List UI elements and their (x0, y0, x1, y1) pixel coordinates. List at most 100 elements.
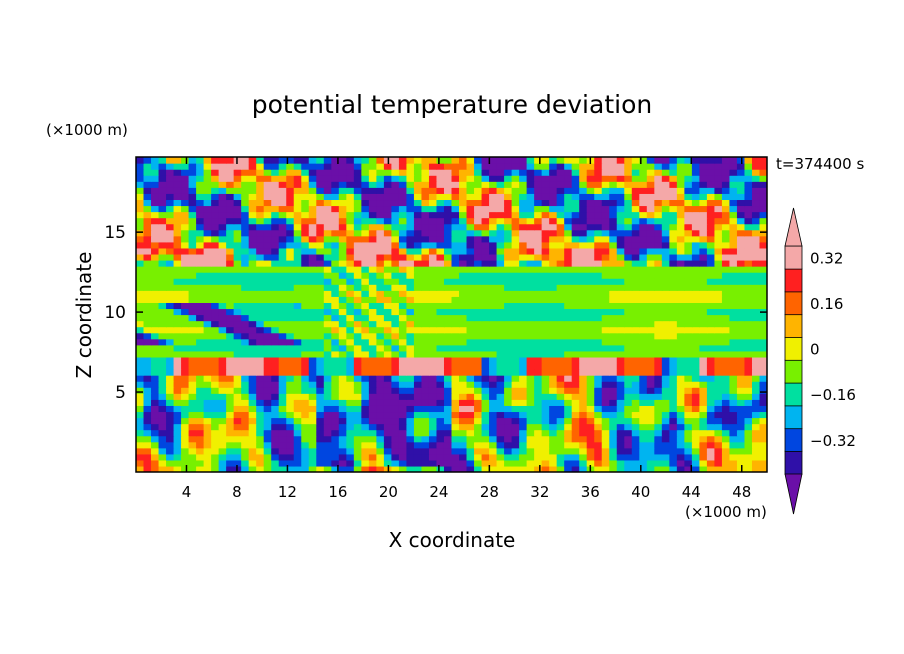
field-cell (196, 302, 205, 310)
field-cell (714, 465, 723, 472)
field-cell (158, 266, 167, 273)
field-cell (594, 211, 603, 219)
field-cell (466, 429, 475, 437)
field-cell (338, 447, 347, 455)
field-cell (654, 253, 663, 261)
field-cell (646, 381, 655, 388)
field-cell (316, 465, 325, 472)
field-cell (196, 235, 205, 243)
field-cell (759, 266, 767, 273)
field-cell (504, 441, 513, 449)
field-cell (196, 296, 205, 303)
field-cell (579, 223, 588, 231)
field-cell (233, 193, 242, 201)
field-cell (721, 453, 731, 461)
field-cell (391, 344, 400, 352)
field-cell (759, 278, 767, 285)
field-cell (489, 193, 498, 201)
field-cell (263, 338, 272, 346)
field-cell (196, 278, 205, 285)
field-cell (526, 247, 535, 255)
field-cell (474, 193, 483, 201)
field-cell (451, 350, 460, 358)
field-cell (143, 369, 152, 376)
field-cell (421, 375, 430, 382)
field-cell (316, 417, 325, 425)
field-cell (661, 375, 670, 382)
field-cell (714, 399, 723, 406)
field-cell (654, 350, 663, 358)
field-cell (271, 253, 280, 261)
field-cell (398, 411, 408, 419)
field-cell (654, 423, 663, 431)
field-cell (714, 284, 723, 291)
field-cell (721, 320, 731, 328)
field-cell (616, 290, 625, 297)
field-cell (699, 199, 708, 207)
field-cell (323, 332, 332, 340)
field-cell (323, 308, 332, 316)
field-cell (699, 411, 708, 419)
field-cell (511, 362, 520, 370)
field-cell (669, 375, 678, 382)
field-cell (661, 399, 670, 406)
field-cell (684, 423, 693, 431)
field-cell (241, 235, 250, 243)
field-cell (489, 205, 498, 213)
field-cell (383, 356, 392, 364)
field-cell (736, 393, 746, 400)
field-cell (301, 296, 310, 303)
field-cell (346, 314, 355, 322)
field-cell (684, 381, 693, 388)
field-cell (481, 453, 490, 461)
field-cell (646, 453, 655, 461)
field-cell (166, 465, 175, 472)
field-cell (481, 441, 490, 449)
field-cell (151, 344, 160, 352)
field-cell (601, 375, 610, 382)
field-cell (721, 308, 731, 316)
field-cell (256, 308, 265, 316)
field-cell (421, 399, 430, 406)
field-cell (136, 253, 145, 261)
field-cell (308, 393, 317, 400)
field-cell (624, 423, 633, 431)
field-cell (751, 157, 761, 164)
field-cell (181, 253, 190, 261)
field-cell (226, 429, 235, 437)
field-cell (188, 344, 197, 352)
field-cell (376, 217, 385, 225)
field-cell (173, 181, 182, 188)
field-cell (594, 344, 603, 352)
field-cell (721, 447, 731, 455)
field-cell (271, 405, 280, 413)
field-cell (594, 278, 603, 285)
field-cell (233, 205, 242, 213)
field-cell (526, 157, 535, 164)
field-cell (151, 199, 160, 207)
field-cell (511, 369, 520, 376)
field-cell (293, 399, 302, 406)
field-cell (744, 163, 753, 170)
field-cell (481, 223, 490, 231)
field-cell (541, 381, 550, 388)
field-cell (451, 266, 460, 273)
field-cell (474, 272, 483, 279)
field-cell (511, 247, 520, 255)
field-cell (376, 429, 385, 437)
field-cell (353, 326, 362, 334)
field-cell (151, 441, 160, 449)
field-cell (428, 266, 438, 273)
field-cell (368, 199, 377, 207)
field-cell (556, 223, 565, 231)
field-cell (248, 229, 257, 237)
field-cell (286, 175, 295, 182)
field-cell (564, 193, 573, 201)
field-cell (323, 272, 332, 279)
field-cell (436, 175, 445, 182)
field-cell (226, 229, 235, 237)
field-cell (443, 350, 453, 358)
field-cell (286, 308, 295, 316)
field-cell (534, 302, 543, 310)
field-cell (451, 235, 460, 243)
